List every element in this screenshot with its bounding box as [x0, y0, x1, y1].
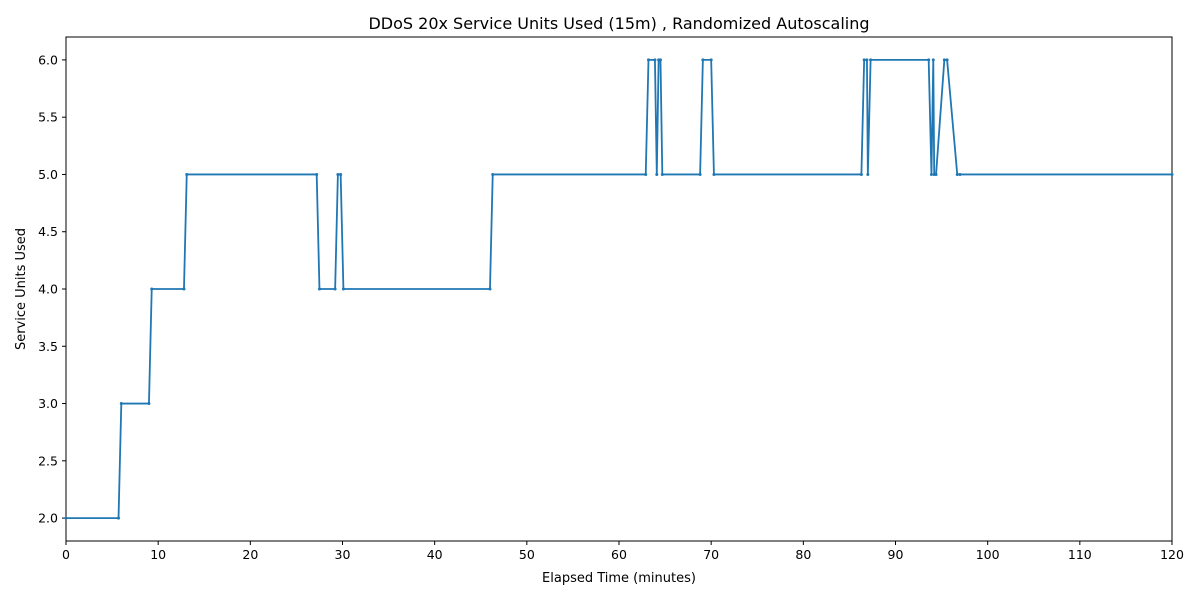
- data-point: [147, 402, 151, 406]
- data-point: [339, 172, 343, 176]
- data-point: [869, 58, 873, 62]
- y-tick-label: 3.5: [38, 339, 58, 354]
- data-point: [655, 172, 659, 176]
- data-point: [942, 58, 946, 62]
- data-point: [958, 172, 962, 176]
- data-point: [955, 172, 959, 176]
- x-axis-label: Elapsed Time (minutes): [542, 571, 696, 586]
- data-point: [150, 287, 154, 291]
- data-point: [929, 172, 933, 176]
- x-tick-label: 70: [703, 547, 719, 562]
- data-point: [698, 172, 702, 176]
- x-tick-label: 120: [1160, 547, 1184, 562]
- x-tick-label: 90: [888, 547, 904, 562]
- data-point: [701, 58, 705, 62]
- plot-frame: [65, 36, 1173, 542]
- data-point: [491, 172, 495, 176]
- data-point: [712, 172, 716, 176]
- data-point: [866, 172, 870, 176]
- data-point: [1170, 172, 1174, 176]
- x-tick-label: 110: [1068, 547, 1092, 562]
- data-point: [341, 287, 345, 291]
- data-point: [333, 287, 337, 291]
- y-tick-label: 2.0: [38, 511, 58, 526]
- series-layer: [64, 58, 1174, 520]
- data-point: [119, 402, 123, 406]
- data-point: [315, 172, 319, 176]
- data-point: [931, 58, 935, 62]
- data-point: [709, 58, 713, 62]
- x-axis-ticks: 0 10 20 30 40 50 60 70 80 90 100 110 120: [62, 541, 1184, 562]
- y-axis-label: Service Units Used: [14, 228, 29, 350]
- x-tick-label: 80: [795, 547, 811, 562]
- x-tick-label: 30: [335, 547, 351, 562]
- data-point: [660, 172, 664, 176]
- data-point: [945, 58, 949, 62]
- data-point: [182, 287, 186, 291]
- x-tick-label: 60: [611, 547, 627, 562]
- data-point: [934, 172, 938, 176]
- series-line: [66, 59, 1172, 519]
- data-point: [644, 172, 648, 176]
- y-tick-label: 2.5: [38, 453, 58, 468]
- data-point: [862, 58, 866, 62]
- y-tick-label: 6.0: [38, 52, 58, 67]
- x-tick-label: 10: [150, 547, 166, 562]
- data-point: [865, 58, 869, 62]
- data-point: [646, 58, 650, 62]
- x-tick-label: 40: [427, 547, 443, 562]
- y-tick-label: 5.0: [38, 167, 58, 182]
- data-point: [336, 172, 340, 176]
- x-tick-label: 100: [976, 547, 1000, 562]
- data-point: [653, 58, 657, 62]
- y-tick-label: 3.0: [38, 396, 58, 411]
- data-point: [658, 58, 662, 62]
- data-point: [185, 172, 189, 176]
- data-point: [317, 287, 321, 291]
- x-tick-label: 20: [242, 547, 258, 562]
- y-tick-label: 4.5: [38, 224, 58, 239]
- y-axis-ticks: 2.0 2.5 3.0 3.5 4.0 4.5 5.0 5.5 6.0: [38, 52, 66, 526]
- data-point: [117, 516, 121, 520]
- chart-title: DDoS 20x Service Units Used (15m) , Rand…: [368, 14, 869, 33]
- x-tick-label: 0: [62, 547, 70, 562]
- y-tick-label: 4.0: [38, 282, 58, 297]
- y-tick-label: 5.5: [38, 110, 58, 125]
- data-point: [859, 172, 863, 176]
- x-tick-label: 50: [519, 547, 535, 562]
- data-point: [64, 516, 68, 520]
- data-point: [927, 58, 931, 62]
- data-point: [488, 287, 492, 291]
